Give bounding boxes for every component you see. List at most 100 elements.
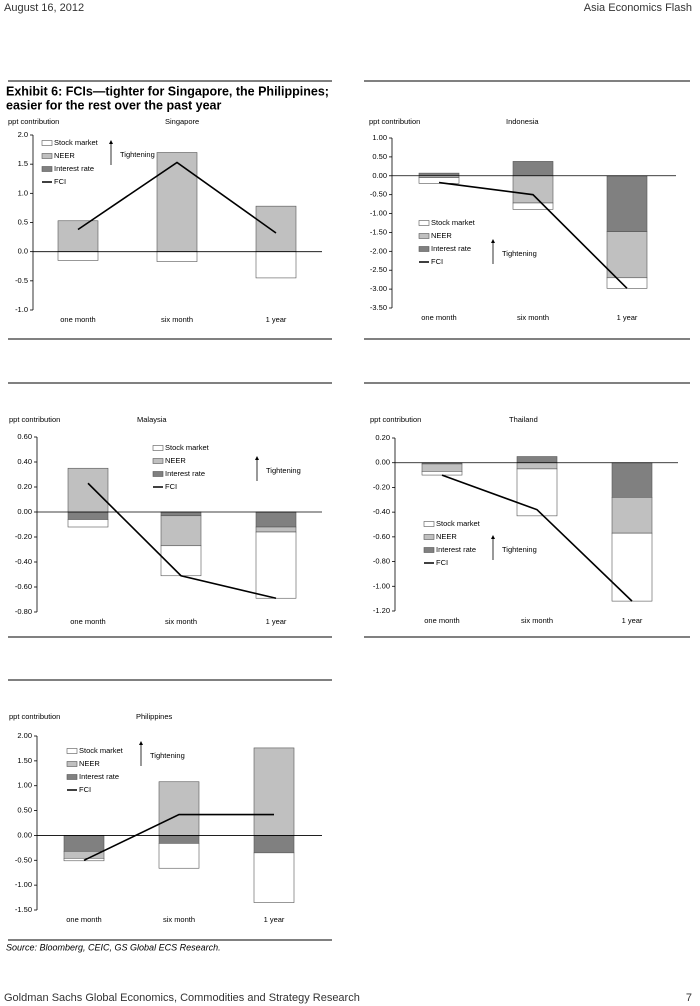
y-tick-label: -0.60	[15, 582, 32, 591]
y-tick-label: 0.40	[17, 457, 32, 466]
footer-left: Goldman Sachs Global Economics, Commodit…	[4, 992, 360, 1004]
y-tick-label: -2.00	[370, 246, 387, 255]
legend-label: Interest rate	[436, 545, 476, 554]
bar-segment	[158, 835, 200, 844]
legend-label: FCI	[436, 558, 448, 567]
tightening-arrowhead	[109, 140, 113, 144]
y-tick-label: -1.00	[15, 880, 32, 889]
bar-segment	[57, 220, 99, 252]
tightening-arrowhead	[139, 741, 143, 745]
fci-line	[441, 474, 633, 602]
axis-label: ppt contribution	[369, 117, 420, 126]
bar-segment	[158, 781, 200, 836]
bar-segment	[63, 835, 105, 852]
y-tick-label: 1.0	[18, 188, 28, 197]
bar-segment	[67, 511, 109, 520]
bar-segment	[158, 843, 200, 869]
chart-title: Thailand	[509, 415, 538, 424]
bar-segment	[253, 852, 295, 903]
legend-swatch	[418, 220, 430, 226]
fci-line	[87, 482, 277, 600]
y-tick-label: 0.60	[17, 432, 32, 441]
bar-segment	[606, 231, 648, 279]
y-tick-label: -0.40	[15, 557, 32, 566]
page-number: 7	[686, 992, 692, 1004]
header-date: August 16, 2012	[4, 2, 84, 14]
x-tick-label: six month	[521, 616, 553, 625]
x-tick-label: one month	[66, 915, 101, 924]
bar-segment	[516, 468, 558, 517]
legend-label: FCI	[431, 257, 443, 266]
y-tick-label: -3.00	[370, 284, 387, 293]
y-tick-label: 0.00	[17, 830, 32, 839]
x-tick-label: six month	[161, 315, 193, 324]
bar-segment	[156, 251, 198, 262]
x-tick-label: six month	[163, 915, 195, 924]
legend-swatch	[423, 534, 435, 540]
y-tick-label: -1.50	[15, 905, 32, 914]
legend-label: Interest rate	[165, 469, 205, 478]
legend-swatch	[66, 774, 78, 780]
y-tick-label: -0.60	[373, 532, 390, 541]
tightening-arrowhead	[491, 239, 495, 243]
y-tick-label: 0.00	[17, 507, 32, 516]
source: Source: Bloomberg, CEIC, GS Global ECS R…	[6, 942, 221, 952]
legend-swatch	[423, 521, 435, 527]
x-tick-label: 1 year	[266, 617, 287, 626]
tightening-arrowhead	[255, 456, 259, 460]
bar-segment	[421, 463, 463, 472]
legend-swatch	[41, 166, 53, 172]
y-tick-label: -1.00	[373, 581, 390, 590]
y-tick-label: -1.0	[15, 305, 28, 314]
bar-segment	[156, 152, 198, 252]
legend-label: Stock market	[436, 519, 481, 528]
bar-segment	[255, 205, 297, 252]
axis-label: ppt contribution	[370, 415, 421, 424]
y-tick-label: 0.0	[18, 247, 28, 256]
legend-swatch	[418, 233, 430, 239]
x-tick-label: 1 year	[622, 616, 643, 625]
x-tick-label: 1 year	[617, 313, 638, 322]
y-tick-label: -3.50	[370, 303, 387, 312]
legend-label: FCI	[165, 482, 177, 491]
legend-label: FCI	[79, 785, 91, 794]
y-tick-label: -2.50	[370, 265, 387, 274]
y-tick-label: -1.00	[370, 209, 387, 218]
bar-segment	[160, 511, 202, 517]
bar-segment	[255, 511, 297, 528]
legend-swatch	[152, 445, 164, 451]
y-tick-label: -0.5	[15, 276, 28, 285]
y-tick-label: 0.20	[375, 433, 390, 442]
y-tick-label: -0.50	[15, 855, 32, 864]
legend-label: NEER	[79, 759, 100, 768]
legend-label: NEER	[54, 151, 75, 160]
fci-line	[438, 181, 628, 289]
legend-label: Stock market	[165, 443, 210, 452]
bar-segment	[516, 456, 558, 464]
legend-label: Stock market	[431, 218, 476, 227]
bar-segment	[421, 471, 463, 476]
x-tick-label: 1 year	[264, 915, 285, 924]
bar-segment	[512, 161, 554, 177]
bar-segment	[606, 175, 648, 232]
legend-label: Interest rate	[79, 772, 119, 781]
bar-segment	[160, 515, 202, 547]
y-tick-label: 0.00	[375, 458, 390, 467]
y-tick-label: -0.80	[373, 557, 390, 566]
y-tick-label: 1.00	[17, 781, 32, 790]
legend-label: NEER	[436, 532, 457, 541]
bar-segment	[418, 177, 460, 184]
bar-segment	[255, 251, 297, 279]
chart-title: Indonesia	[506, 117, 539, 126]
y-tick-label: -0.80	[15, 607, 32, 616]
header-publication: Asia Economics Flash	[584, 2, 692, 14]
axis-label: ppt contribution	[9, 712, 60, 721]
y-tick-label: -1.50	[370, 227, 387, 236]
y-tick-label: 1.50	[17, 756, 32, 765]
exhibit-title: easier for the rest over the past year	[6, 98, 222, 112]
annotation: Tightening	[502, 249, 537, 258]
bar-segment	[255, 531, 297, 599]
y-tick-label: 0.20	[17, 482, 32, 491]
bar-segment	[606, 277, 648, 289]
